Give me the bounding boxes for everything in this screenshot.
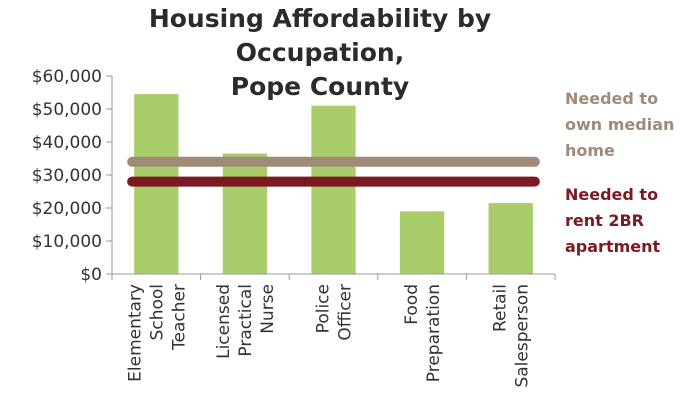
x-category-label-line: Salesperson — [513, 284, 533, 388]
x-category-label-line: Police — [314, 284, 334, 333]
chart-title: Housing Affordability by Occupation, Pop… — [95, 2, 545, 104]
bar — [311, 105, 356, 274]
bar — [488, 203, 533, 274]
x-category-label: Retail Salesperson — [491, 284, 533, 388]
x-category-label-line: School — [147, 284, 167, 340]
x-category-label-line: Teacher — [169, 284, 189, 351]
x-category-label-line: Retail — [491, 284, 511, 332]
legend-own-line-1: Needed to — [565, 89, 659, 108]
x-axis-labels: Elementary School Teacher Licensed Practical… — [125, 284, 532, 388]
legend-own-line-3: home — [565, 141, 615, 160]
legend-rent-2br-apartment: Needed to rent 2BR apartment — [565, 182, 660, 260]
chart-title-line-2: Pope County — [230, 72, 410, 101]
y-axis-ticks: $0 $10,000 $20,000 $30,000 $40,000 $50,000 $60… — [32, 67, 112, 285]
x-category-label-line: Practical — [236, 284, 256, 357]
y-tick-label: $10,000 — [32, 232, 102, 252]
x-category-label-line: Officer — [336, 284, 356, 341]
legend-rent-line-1: Needed to — [565, 185, 659, 204]
x-category-label: Elementary School Teacher — [125, 284, 189, 382]
legend-own-line-2: own median — [565, 115, 675, 134]
x-category-label-line: Elementary — [125, 284, 145, 382]
x-category-label: Food Preparation — [402, 284, 444, 382]
y-tick-label: $50,000 — [32, 100, 102, 120]
legend-own-median-home: Needed to own median home — [565, 86, 674, 164]
x-category-label-line: Licensed — [214, 284, 234, 359]
x-category-label-line: Food — [402, 284, 422, 325]
reference-lines — [127, 156, 540, 187]
y-tick-label: $20,000 — [32, 199, 102, 219]
x-category-label: Police Officer — [314, 284, 356, 341]
y-tick-label: $30,000 — [32, 166, 102, 186]
legend-rent-line-2: rent 2BR — [565, 211, 644, 230]
x-category-label-line: Preparation — [424, 284, 444, 382]
chart-title-line-1: Housing Affordability by Occupation, — [148, 4, 492, 67]
x-category-label-line: Nurse — [258, 284, 278, 334]
bar — [222, 153, 268, 274]
y-tick-label: $0 — [80, 265, 102, 285]
axes — [111, 76, 556, 280]
y-tick-label: $60,000 — [32, 67, 102, 87]
y-tick-label: $40,000 — [32, 133, 102, 153]
bar — [399, 211, 445, 274]
x-category-label: Licensed Practical Nurse — [214, 284, 278, 359]
legend-rent-line-3: apartment — [565, 237, 661, 256]
